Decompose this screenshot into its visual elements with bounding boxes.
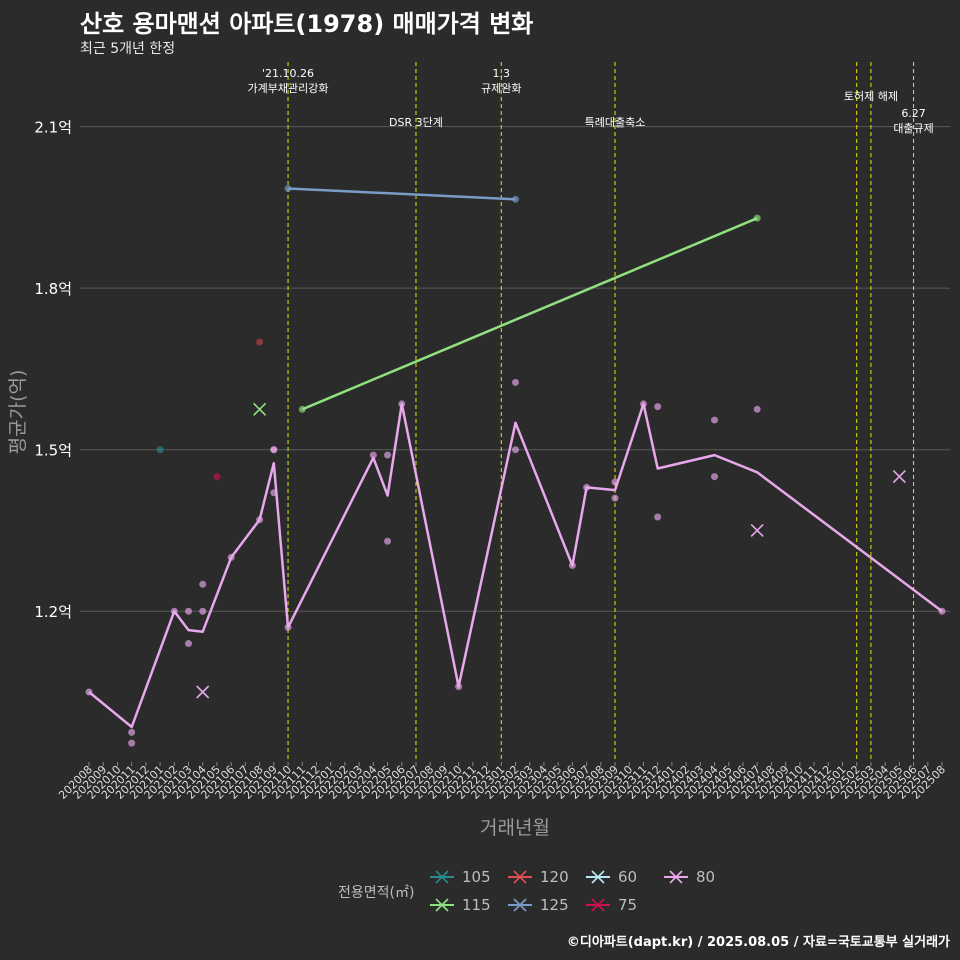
data-point-80	[512, 378, 519, 386]
data-point-80	[185, 640, 193, 648]
series-line-125	[287, 187, 516, 201]
data-point-80	[455, 683, 463, 691]
data-point-80	[369, 451, 377, 459]
y-tick-label: 1.8억	[34, 280, 72, 298]
data-point-80	[654, 403, 662, 411]
data-point-80	[256, 516, 264, 524]
event-label: 특례대출축소	[585, 116, 646, 129]
data-point-80	[284, 623, 292, 631]
data-point-120	[256, 338, 264, 346]
event-label: '21.10.26	[262, 67, 314, 80]
event-label: DSR 3단계	[389, 116, 443, 129]
data-point-80	[85, 688, 93, 696]
legend-item-125: 125	[508, 896, 569, 914]
data-point-105	[156, 446, 164, 454]
series-line-80	[88, 402, 943, 729]
data-point-80	[583, 483, 591, 491]
data-point-80	[568, 561, 576, 569]
legend-cross-icon	[430, 898, 454, 912]
y-tick-label: 2.1억	[34, 119, 72, 137]
data-point-80	[753, 405, 761, 413]
data-point-80	[611, 494, 619, 502]
data-point-80	[128, 728, 136, 736]
chart-subtitle: 최근 5개년 한정	[80, 41, 176, 57]
y-tick-label: 1.5억	[34, 442, 72, 460]
legend-item-120: 120	[508, 868, 569, 886]
legend-item-75: 75	[586, 896, 637, 914]
legend-label: 60	[618, 868, 638, 886]
legend-title: 전용면적(㎡)	[338, 885, 415, 901]
data-point-115	[298, 405, 306, 413]
legend-cross-icon	[664, 870, 688, 884]
data-point-80	[128, 739, 136, 747]
data-point-80	[199, 607, 207, 615]
data-point-80	[227, 553, 235, 561]
legend-item-80: 80	[664, 868, 715, 886]
legend-cross-icon	[586, 898, 610, 912]
data-point-80	[398, 400, 406, 408]
data-point-115	[753, 214, 761, 222]
data-point-80	[270, 446, 278, 454]
legend-cross-icon	[586, 870, 610, 884]
data-point-80	[185, 607, 193, 615]
data-point-80	[170, 607, 178, 615]
legend-label: 120	[540, 868, 569, 886]
axis-layer: 1.2억1.5억1.8억2.1억202008202009202010202011…	[7, 119, 948, 839]
legend-label: 125	[540, 896, 569, 914]
event-label: 토허제 해제	[844, 89, 898, 103]
cross-marker-115	[253, 402, 267, 416]
data-point-80	[384, 537, 392, 545]
data-point-75	[213, 473, 221, 481]
data-point-125	[284, 185, 292, 193]
event-label: 1.3	[493, 67, 511, 80]
event-label: 규제완화	[481, 82, 521, 95]
data-point-80	[270, 489, 278, 497]
legend-label: 115	[462, 896, 491, 914]
event-label: 대출규제	[893, 122, 933, 135]
data-point-80	[639, 400, 647, 408]
y-axis-title: 평균가(억)	[7, 370, 29, 455]
series-layer	[85, 185, 946, 747]
chart-title: 산호 용마맨션 아파트(1978) 매매가격 변화	[80, 10, 534, 38]
legend-item-60: 60	[586, 868, 637, 886]
data-point-80	[512, 446, 519, 454]
legend-label: 75	[618, 896, 638, 914]
data-point-80	[711, 473, 719, 481]
legend-cross-icon	[430, 870, 454, 884]
cross-marker-80	[892, 470, 906, 484]
legend-label: 105	[462, 868, 491, 886]
legend-label: 80	[696, 868, 716, 886]
data-point-80	[654, 513, 662, 521]
legend-item-115: 115	[430, 896, 491, 914]
cross-marker-80	[196, 685, 210, 699]
legend-item-105: 105	[430, 868, 491, 886]
series-line-115	[301, 217, 758, 411]
event-label: 가계부채관리강화	[248, 82, 329, 95]
data-point-80	[938, 607, 946, 615]
y-tick-label: 1.2억	[34, 603, 72, 621]
data-point-80	[611, 478, 619, 486]
data-point-80	[199, 580, 207, 588]
data-point-80	[711, 416, 719, 424]
credit-text: ©디아파트(dapt.kr) / 2025.08.05 / 자료=국토교통부 실…	[566, 935, 950, 950]
legend-cross-icon	[508, 898, 532, 912]
cross-marker-80	[750, 523, 764, 538]
legend-cross-icon	[508, 870, 532, 884]
x-axis-title: 거래년월	[480, 817, 550, 839]
event-label: 6.27	[901, 107, 926, 120]
data-point-125	[512, 195, 519, 203]
data-point-80	[384, 451, 392, 459]
